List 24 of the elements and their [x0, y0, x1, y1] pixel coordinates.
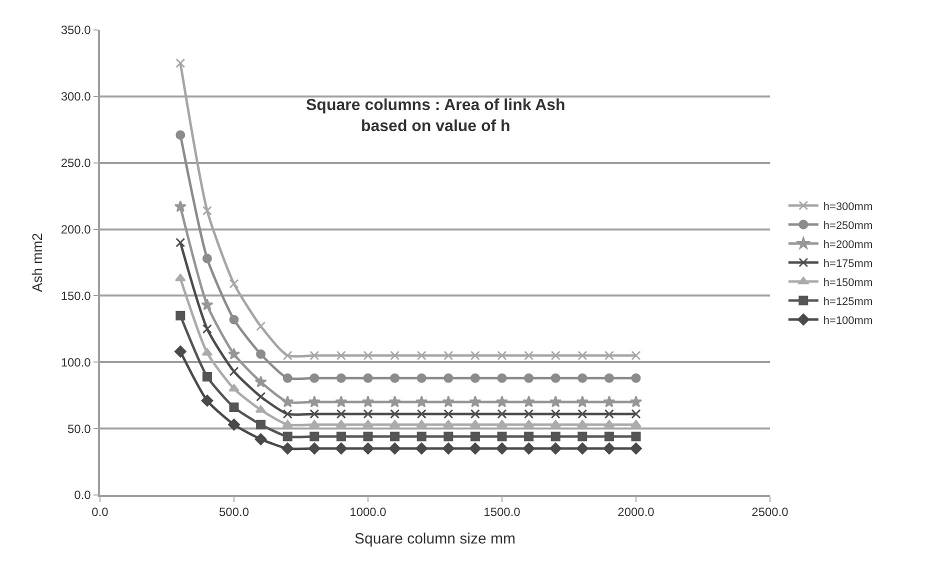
legend-label: h=100mm	[823, 314, 873, 327]
text: Square columns : Area of link Ash based on value of h	[306, 97, 566, 135]
legend-label: h=175mm	[823, 258, 873, 270]
y-tick-label: 150.0	[60, 288, 92, 303]
x-tick-label: 500.0	[218, 505, 250, 520]
y-axis-title: Ash mm2	[28, 232, 45, 292]
x-tick-label: 1500.0	[484, 505, 521, 520]
y-tick-label: 50.0	[67, 422, 92, 436]
legend-label: h=125mm	[823, 296, 873, 308]
x-axis-title: Square column size mm	[354, 530, 516, 548]
legend-label: h=250mm	[823, 220, 873, 232]
legend-label: h=150mm	[823, 276, 873, 289]
y-tick-label: 350.0	[60, 23, 92, 38]
legend-label: h=200mm	[823, 238, 873, 251]
y-tick-label: 250.0	[60, 156, 92, 170]
y-tick-label: 200.0	[60, 222, 92, 236]
x-tick-label: 0.0	[92, 505, 109, 520]
legend-label: h=300mm	[823, 200, 873, 213]
x-tick-label: 1000.0	[350, 505, 387, 520]
y-tick-label: 0.0	[74, 488, 92, 502]
x-tick-label: 2500.0	[752, 505, 789, 520]
y-tick-label: 300.0	[60, 90, 92, 104]
x-tick-label: 2000.0	[618, 505, 655, 520]
y-tick-label: 100.0	[60, 355, 92, 370]
